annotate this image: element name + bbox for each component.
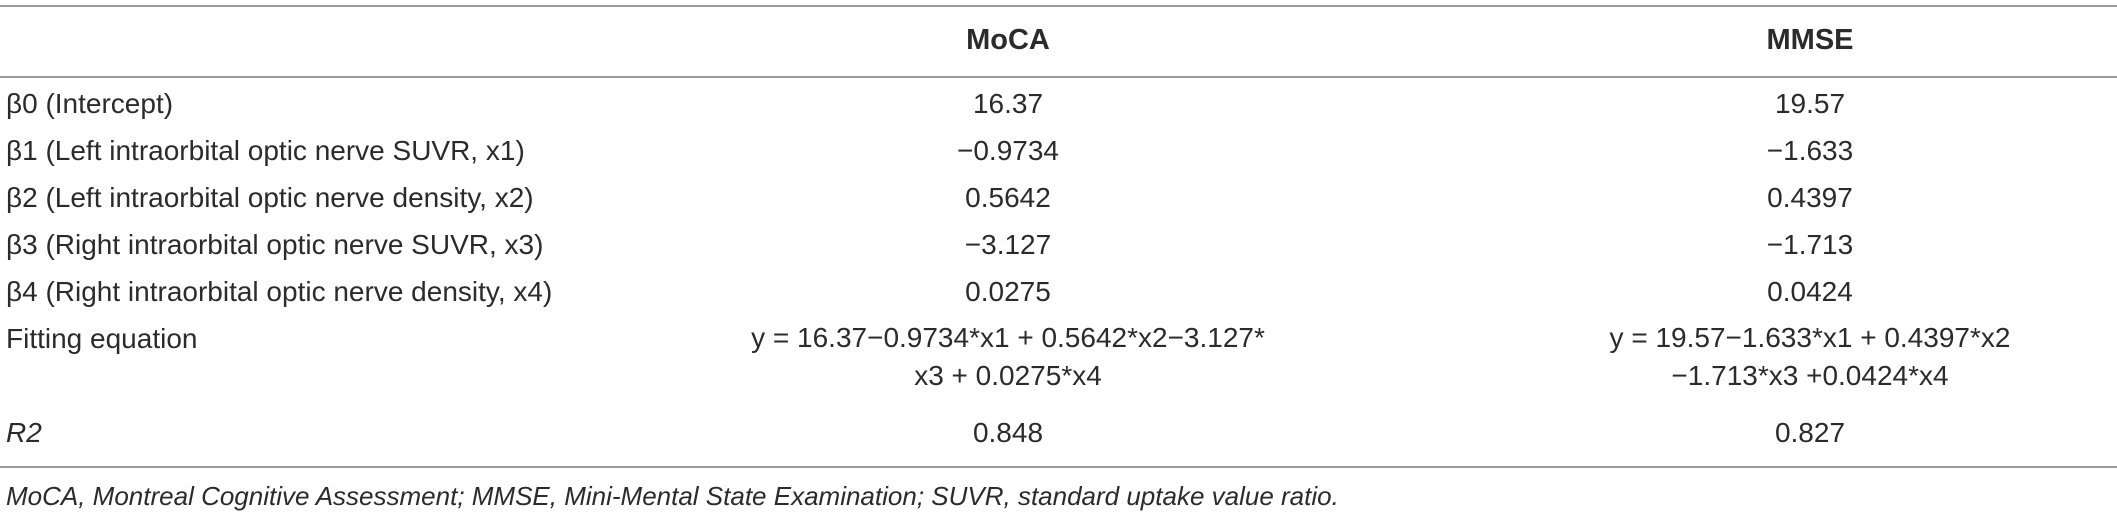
cell-moca: 16.37 bbox=[972, 88, 1044, 119]
cell-moca: 0.0275 bbox=[965, 276, 1051, 307]
row-label: β2 (Left intraorbital optic nerve densit… bbox=[6, 182, 534, 213]
cell-mmse: 0.0424 bbox=[1767, 276, 1853, 307]
cell-mmse: −1.633 bbox=[1766, 135, 1854, 166]
column-header-moca: MoCA bbox=[966, 24, 1050, 56]
cell-moca: −3.127 bbox=[964, 229, 1052, 260]
cell-mmse: 0.4397 bbox=[1767, 182, 1853, 213]
cell-moca: 0.848 bbox=[972, 417, 1044, 448]
table-header-rule bbox=[0, 76, 2117, 78]
row-label: Fitting equation bbox=[6, 323, 198, 354]
equation-line: x3 + 0.0275*x4 bbox=[914, 360, 1102, 391]
table-top-rule bbox=[0, 5, 2117, 7]
equation-line: −1.713*x3 +0.0424*x4 bbox=[1671, 360, 1949, 391]
table-footnote: MoCA, Montreal Cognitive Assessment; MMS… bbox=[6, 481, 1339, 511]
row-label: R2 bbox=[6, 417, 42, 448]
cell-moca: 0.5642 bbox=[965, 182, 1051, 213]
cell-mmse: −1.713 bbox=[1766, 229, 1854, 260]
row-label: β3 (Right intraorbital optic nerve SUVR,… bbox=[6, 229, 544, 260]
table-bottom-rule bbox=[0, 466, 2117, 468]
cell-mmse: 0.827 bbox=[1774, 417, 1846, 448]
row-label: β1 (Left intraorbital optic nerve SUVR, … bbox=[6, 135, 525, 166]
cell-moca: −0.9734 bbox=[957, 135, 1059, 166]
cell-mmse: 19.57 bbox=[1774, 88, 1846, 119]
fitting-equation-moca: y = 16.37−0.9734*x1 + 0.5642*x2−3.127* x… bbox=[708, 319, 1308, 395]
fitting-equation-mmse: y = 19.57−1.633*x1 + 0.4397*x2 −1.713*x3… bbox=[1510, 319, 2110, 395]
row-label: β0 (Intercept) bbox=[6, 88, 174, 119]
row-label: β4 (Right intraorbital optic nerve densi… bbox=[6, 276, 553, 307]
equation-line: y = 16.37−0.9734*x1 + 0.5642*x2−3.127* bbox=[751, 322, 1265, 353]
column-header-mmse: MMSE bbox=[1766, 24, 1854, 56]
equation-line: y = 19.57−1.633*x1 + 0.4397*x2 bbox=[1609, 322, 2011, 353]
